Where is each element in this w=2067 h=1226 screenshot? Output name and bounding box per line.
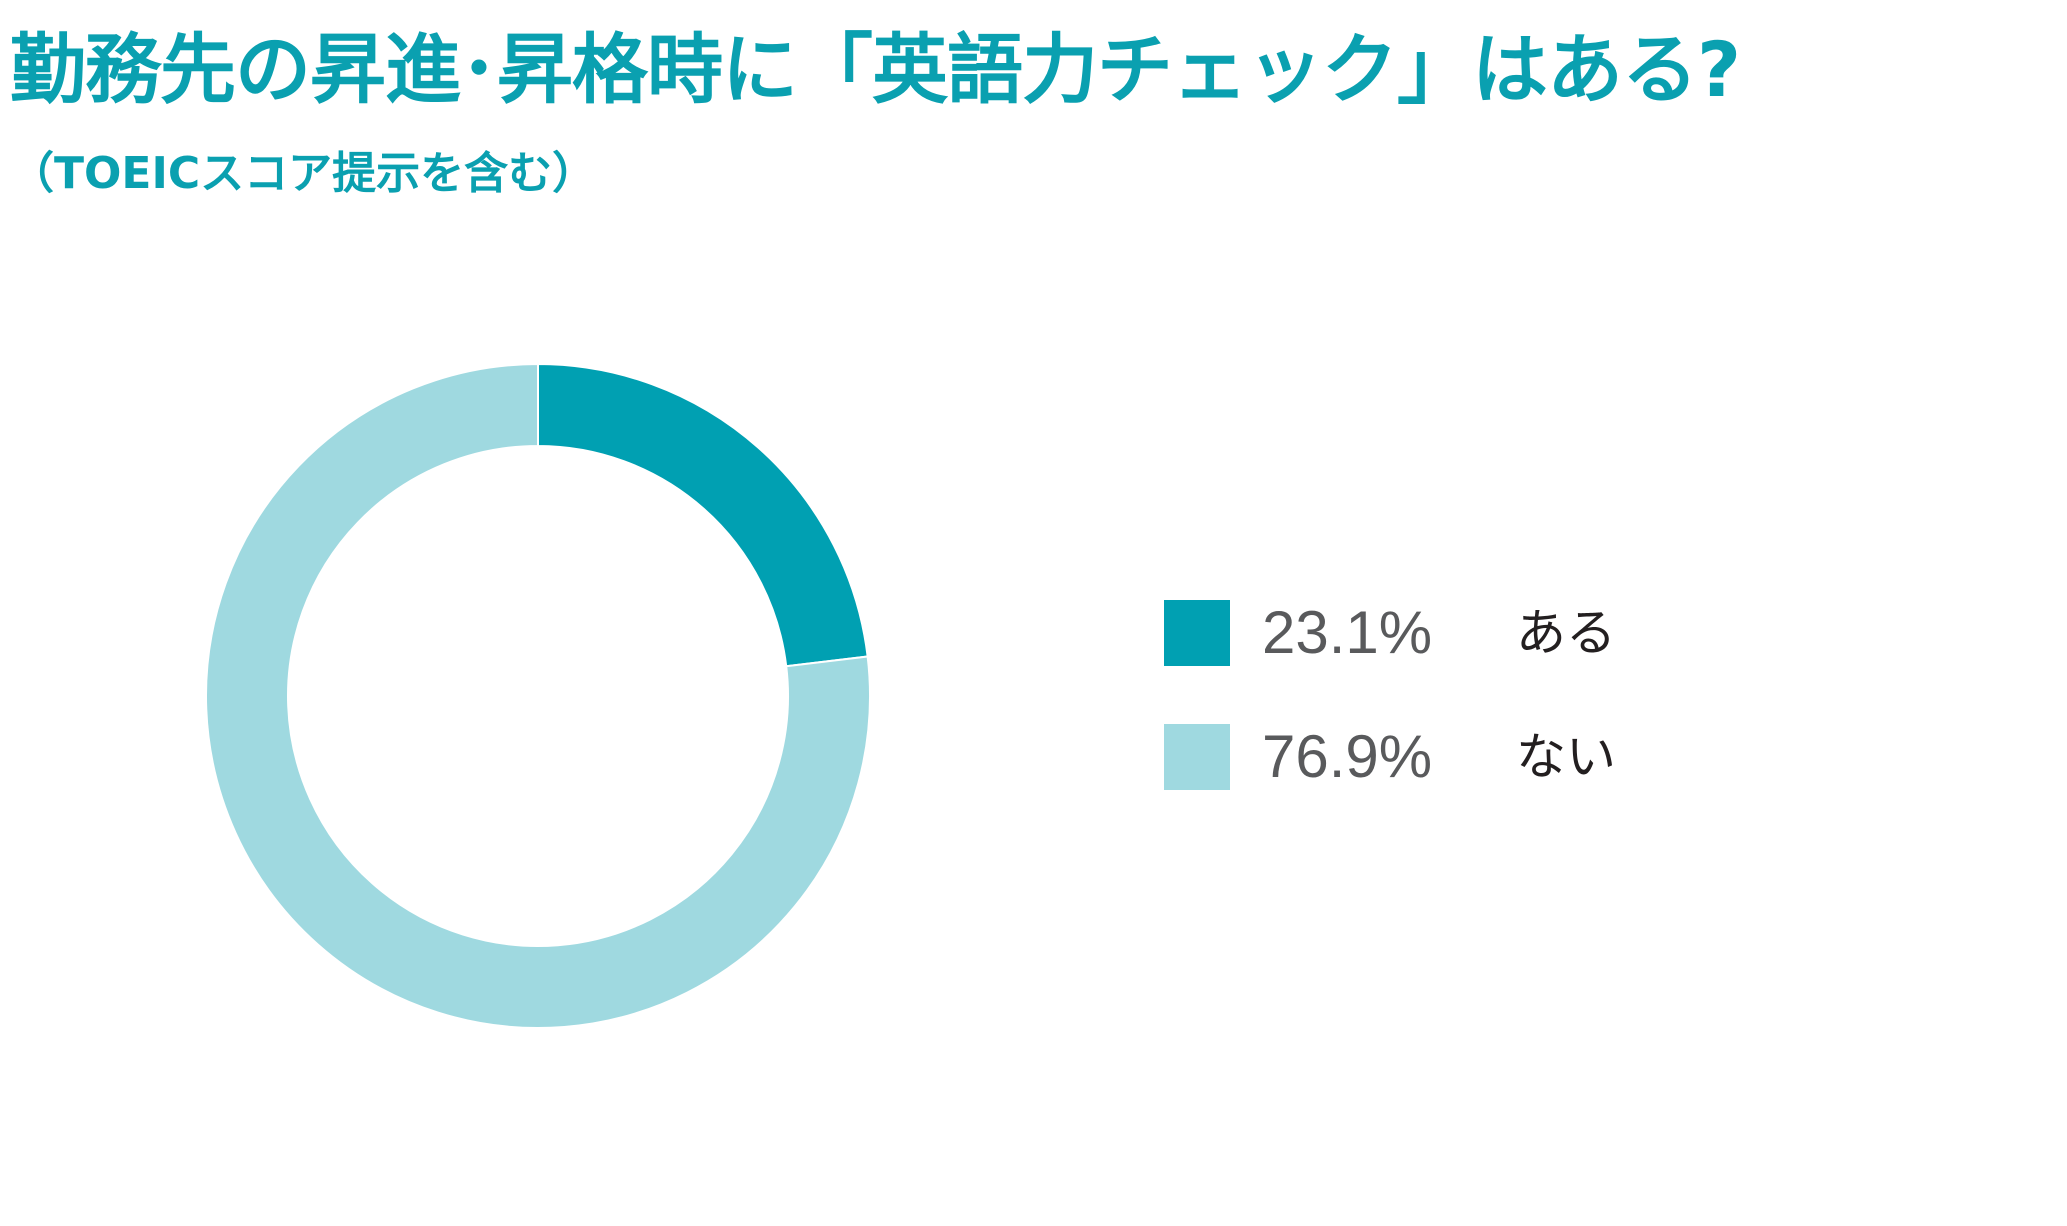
legend-label-nai: ない [1516, 728, 1616, 786]
legend-swatch-nai [1164, 724, 1230, 790]
donut-slice-nai [205, 362, 871, 1029]
legend-swatch-aru [1164, 600, 1230, 666]
chart-title: 勤務先の昇進･昇格時に「英語力チェック」はある? [10, 25, 1741, 114]
legend-value-nai: 76.9% [1262, 723, 1433, 790]
legend-value-aru: 23.1% [1262, 599, 1433, 666]
donut-slice-aru [537, 362, 869, 668]
legend-label-aru: ある [1516, 604, 1616, 662]
chart-subtitle: （TOEICスコア提示を含む） [10, 148, 597, 199]
